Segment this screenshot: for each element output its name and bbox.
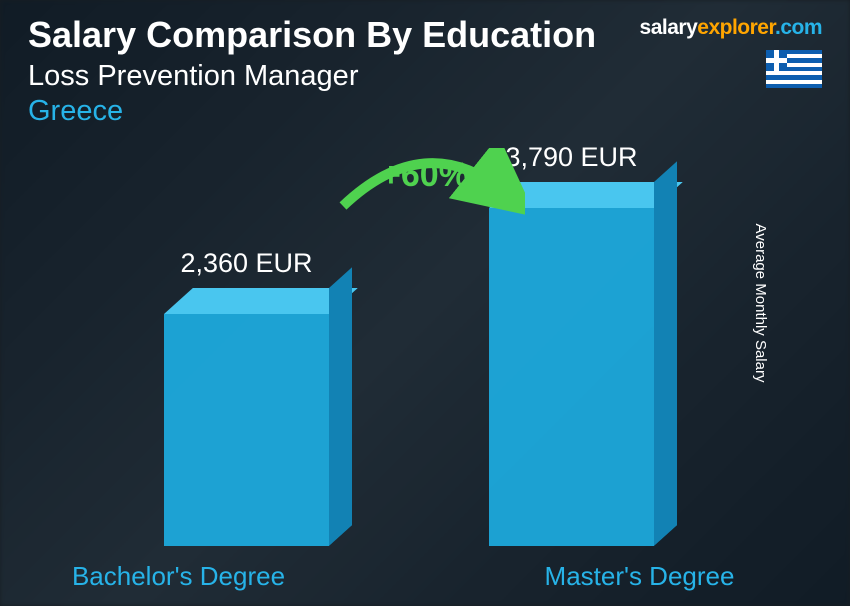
- bar-side-face: [329, 267, 352, 546]
- bar-value-bachelors: 2,360 EUR: [117, 248, 377, 279]
- x-axis-labels: Bachelor's Degree Master's Degree: [28, 561, 790, 592]
- bar-front-face: [164, 314, 329, 546]
- bar-side-face: [654, 161, 677, 546]
- header-row: Salary Comparison By Education Loss Prev…: [28, 16, 822, 128]
- greece-flag-icon: [766, 50, 822, 88]
- percent-increase-label: +60%: [381, 156, 469, 195]
- brand-part-salary: salary: [640, 16, 698, 39]
- brand-part-dotcom: .com: [775, 16, 822, 39]
- chart-area: 2,360 EUR 3,790 EUR: [28, 162, 790, 546]
- bar-bachelors: 2,360 EUR: [164, 314, 329, 546]
- bar-group-bachelors: 2,360 EUR: [164, 314, 329, 546]
- bar-value-masters: 3,790 EUR: [442, 142, 702, 173]
- content-container: Salary Comparison By Education Loss Prev…: [0, 0, 850, 606]
- job-title: Loss Prevention Manager: [28, 60, 596, 93]
- title-block: Salary Comparison By Education Loss Prev…: [28, 16, 596, 128]
- y-axis-label: Average Monthly Salary: [752, 224, 769, 383]
- page-title: Salary Comparison By Education: [28, 16, 596, 54]
- bar-masters: 3,790 EUR: [489, 208, 654, 546]
- brand-logo: salaryexplorer.com: [640, 16, 822, 40]
- bars-container: 2,360 EUR 3,790 EUR: [28, 162, 790, 546]
- x-label-bachelors: Bachelor's Degree: [28, 561, 329, 592]
- brand-part-explorer: explorer: [697, 16, 775, 39]
- bar-front-face: [489, 208, 654, 546]
- country-label: Greece: [28, 95, 596, 128]
- header-right: salaryexplorer.com: [640, 16, 822, 93]
- bar-group-masters: 3,790 EUR: [489, 208, 654, 546]
- x-label-masters: Master's Degree: [489, 561, 790, 592]
